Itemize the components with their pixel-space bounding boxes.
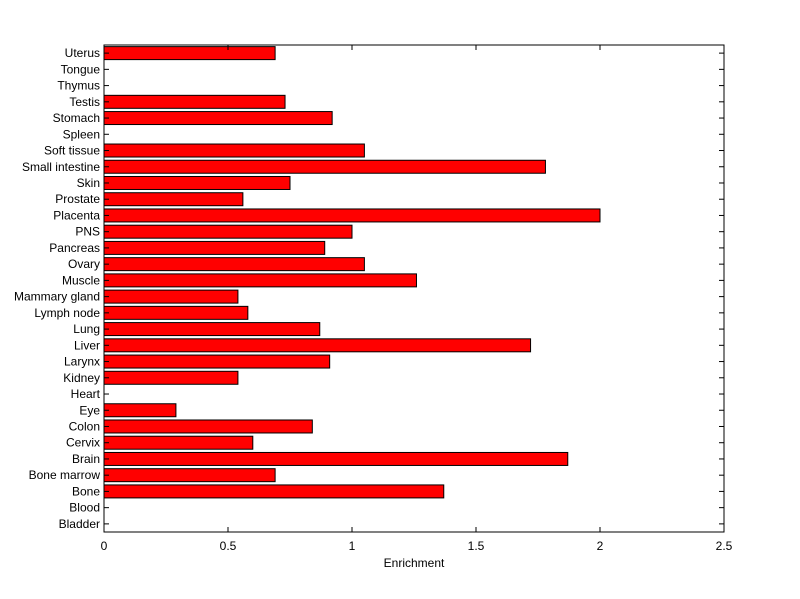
bar-uterus [103, 46, 276, 61]
x-tick-label-1-5: 1.5 [468, 539, 485, 553]
category-label-bladder: Bladder [59, 517, 100, 531]
category-label-tongue: Tongue [61, 62, 101, 76]
category-label-ovary: Ovary [68, 257, 100, 271]
category-labels-group: Uterus Tongue Thymus Testis Stomach Spleen Sof… [14, 46, 101, 531]
x-tick-label-1: 1 [349, 539, 356, 553]
category-label-colon: Colon [69, 419, 100, 433]
category-label-larynx: Larynx [64, 355, 100, 369]
x-tick-label-2-5: 2.5 [716, 539, 733, 553]
x-axis-label: Enrichment [384, 556, 445, 570]
bar-ovary [103, 257, 365, 272]
bar-colon [103, 419, 313, 434]
bar-brain [103, 451, 569, 466]
category-label-small-intestine: Small intestine [22, 160, 100, 174]
bar-bone [103, 484, 445, 499]
bar-cervix [103, 435, 254, 450]
bar-skin [103, 175, 291, 190]
category-label-eye: Eye [79, 403, 100, 417]
bar-pns [103, 224, 353, 239]
category-label-bone: Bone [72, 484, 100, 498]
bar-pancreas [103, 240, 326, 255]
ticks-group [103, 45, 725, 532]
category-label-pns: PNS [75, 225, 100, 239]
category-label-lung: Lung [73, 322, 100, 336]
bar-mammary-gland [103, 289, 239, 304]
bar-lung [103, 322, 321, 337]
category-label-pancreas: Pancreas [49, 241, 100, 255]
bar-small-intestine [103, 159, 546, 174]
bar-larynx [103, 354, 331, 369]
bar-soft-tissue [103, 143, 365, 158]
x-tick-label-2: 2 [597, 539, 604, 553]
bar-kidney [103, 370, 239, 385]
category-label-bone-marrow: Bone marrow [29, 468, 101, 482]
x-tick-label-0-5: 0.5 [220, 539, 237, 553]
bar-prostate [103, 192, 244, 207]
category-label-heart: Heart [71, 387, 101, 401]
category-label-skin: Skin [77, 176, 100, 190]
category-label-prostate: Prostate [55, 192, 100, 206]
category-label-brain: Brain [72, 452, 100, 466]
category-label-cervix: Cervix [66, 436, 100, 450]
bar-muscle [103, 273, 417, 288]
category-label-blood: Blood [69, 501, 100, 515]
plot-background [104, 45, 724, 532]
category-label-testis: Testis [69, 95, 100, 109]
category-label-placenta: Placenta [53, 208, 100, 222]
bar-placenta [103, 208, 601, 223]
plot-frame [103, 44, 725, 533]
bar-testis [103, 94, 286, 109]
category-label-spleen: Spleen [63, 127, 100, 141]
category-label-stomach: Stomach [53, 111, 100, 125]
bar-liver [103, 338, 532, 353]
bar-lymph-node [103, 305, 249, 320]
x-tick-labels-group: 0 0.5 1 1.5 2 2.5 [101, 539, 733, 553]
category-label-thymus: Thymus [57, 79, 100, 93]
bar-bone-marrow [103, 468, 276, 483]
category-label-kidney: Kidney [63, 371, 100, 385]
category-label-uterus: Uterus [65, 46, 100, 60]
category-label-mammary-gland: Mammary gland [14, 290, 100, 304]
x-tick-label-0: 0 [101, 539, 108, 553]
bar-eye [103, 403, 177, 418]
bar-stomach [103, 111, 333, 126]
category-label-soft-tissue: Soft tissue [44, 144, 100, 158]
category-label-lymph-node: Lymph node [34, 306, 100, 320]
category-label-liver: Liver [74, 338, 100, 352]
category-label-muscle: Muscle [62, 273, 100, 287]
